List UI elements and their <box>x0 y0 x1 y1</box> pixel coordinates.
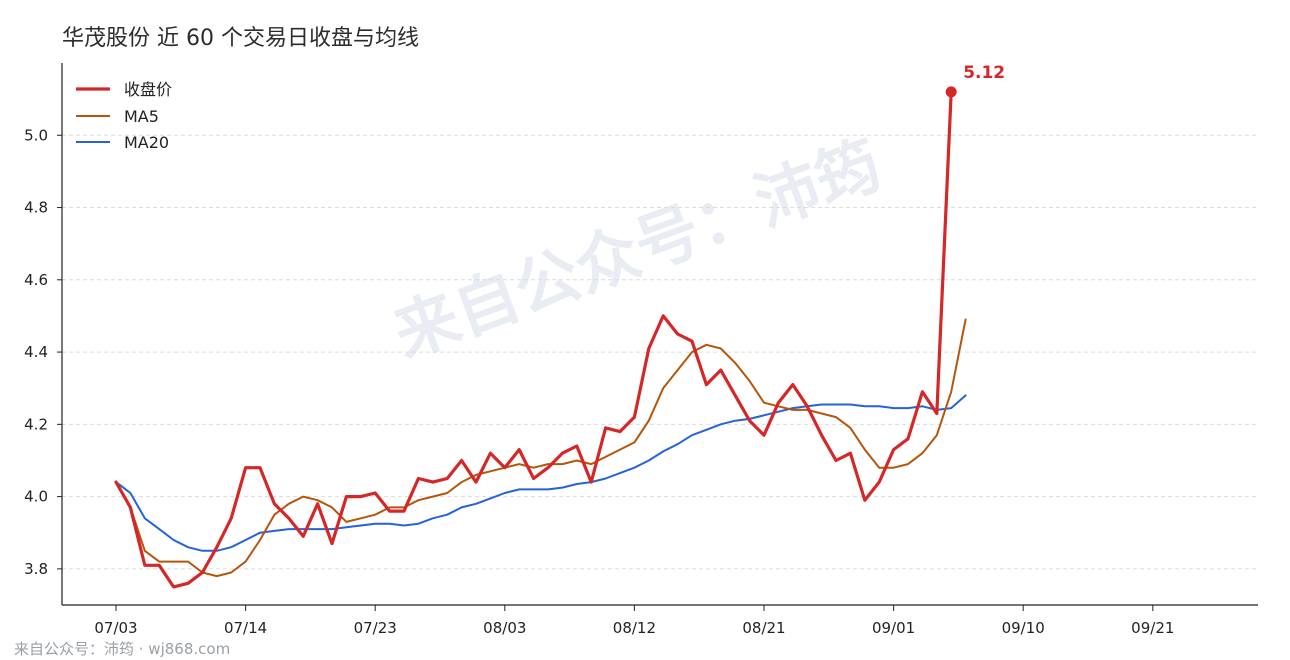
y-tick-label: 3.8 <box>24 560 48 578</box>
x-ticks: 07/03 07/14 07/23 08/03 08/12 08/21 09/01 09/10… <box>94 605 1174 637</box>
last-close-point <box>945 86 957 98</box>
x-tick-label: 08/21 <box>742 619 785 637</box>
x-tick-label: 09/21 <box>1131 619 1174 637</box>
legend-label-ma5: MA5 <box>124 107 159 126</box>
footer-source: 来自公众号：沛筠 · wj868.com <box>14 640 231 658</box>
legend-label-ma20: MA20 <box>124 133 169 152</box>
y-tick-label: 4.4 <box>24 343 48 361</box>
x-tick-label: 07/14 <box>224 619 267 637</box>
x-tick-label: 08/12 <box>613 619 656 637</box>
series <box>114 90 967 589</box>
y-tick-label: 5.0 <box>24 126 48 144</box>
x-tick-label: 09/01 <box>872 619 915 637</box>
close-line <box>114 90 953 589</box>
x-tick-label: 08/03 <box>483 619 526 637</box>
x-tick-label: 07/03 <box>94 619 137 637</box>
y-tick-label: 4.6 <box>24 271 48 289</box>
x-tick-label: 09/10 <box>1002 619 1045 637</box>
y-tick-label: 4.8 <box>24 199 48 217</box>
ma20-line <box>115 394 967 552</box>
y-ticks: 3.8 4.0 4.2 4.4 4.6 4.8 5.0 <box>24 126 62 578</box>
y-tick-label: 4.0 <box>24 488 48 506</box>
y-tick-label: 4.2 <box>24 415 48 433</box>
last-close-label: 5.12 <box>963 63 1005 83</box>
legend: 收盘价 MA5 MA20 <box>76 80 172 152</box>
watermark: 来自公众号：沛筠 <box>385 128 891 373</box>
x-tick-label: 07/23 <box>354 619 397 637</box>
legend-label-close: 收盘价 <box>124 80 172 99</box>
ma5-line <box>115 318 967 578</box>
grid <box>62 134 1258 570</box>
chart-title: 华茂股份 近 60 个交易日收盘与均线 <box>62 26 419 51</box>
